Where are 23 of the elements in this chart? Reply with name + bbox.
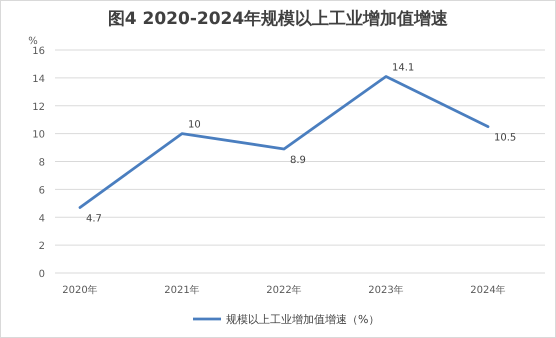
x-tick-label: 2021年	[164, 284, 200, 296]
x-tick-label: 2022年	[266, 284, 302, 296]
y-axis-title: %	[28, 36, 38, 47]
legend-label: 规模以上工业增加值增速（%）	[226, 313, 380, 326]
x-tick-label: 2023年	[368, 284, 404, 296]
data-label: 10	[188, 120, 201, 131]
y-tick-label: 10	[32, 130, 45, 141]
y-tick-label: 2	[38, 241, 45, 252]
chart-title: 图4 2020-2024年规模以上工业增加值增速	[108, 9, 448, 29]
x-tick-label: 2024年	[470, 284, 506, 296]
data-label: 4.7	[86, 213, 102, 224]
y-tick-label: 8	[38, 158, 45, 168]
y-tick-label: 6	[38, 185, 45, 196]
y-tick-label: 12	[32, 102, 45, 113]
line-series	[78, 75, 490, 209]
data-label: 14.1	[392, 62, 414, 74]
data-label: 8.9	[290, 154, 306, 166]
y-tick-label: 4	[38, 213, 45, 224]
y-tick-label: 16	[32, 46, 45, 57]
x-tick-label: 2020年	[62, 284, 98, 296]
data-label: 10.5	[494, 132, 516, 144]
y-tick-label: 0	[38, 269, 45, 280]
y-tick-label: 14	[32, 74, 45, 85]
